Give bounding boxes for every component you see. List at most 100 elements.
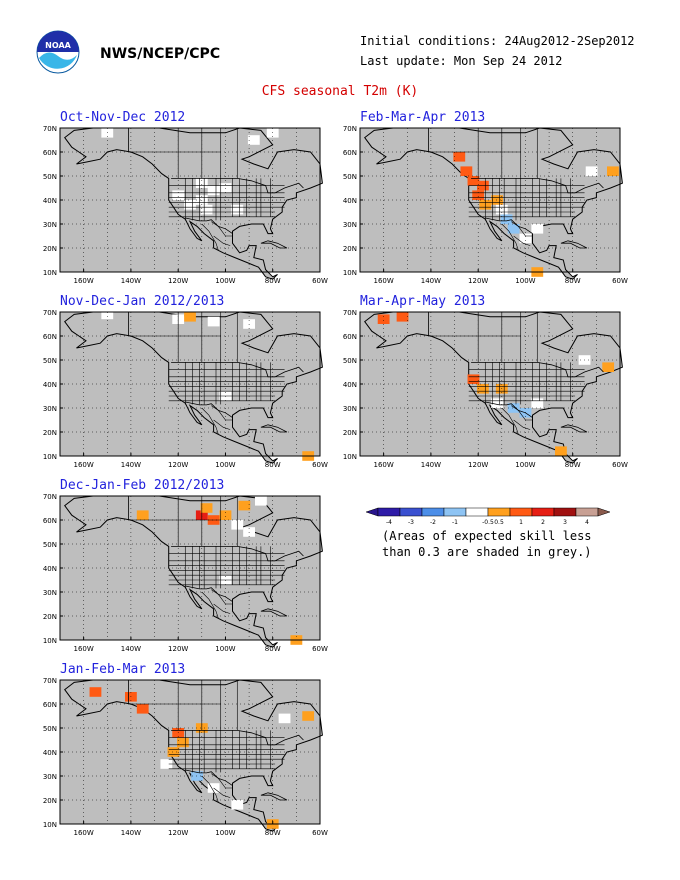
anomaly-cell [278, 713, 291, 724]
lat-label: 70N [43, 494, 57, 501]
lon-label: 100W [215, 829, 235, 837]
lat-label: 60N [43, 517, 57, 525]
lon-label: 100W [215, 461, 235, 469]
island-outline [260, 608, 288, 617]
legend-swatch [509, 507, 533, 517]
legend-swatch [575, 507, 599, 517]
lon-label: 80W [265, 277, 281, 285]
lat-label: 20N [43, 245, 57, 253]
lon-label: 120W [468, 277, 488, 285]
legend-tick: 3 [563, 519, 567, 526]
legend-tick: -4 [386, 519, 392, 526]
lat-label: 20N [43, 613, 57, 621]
lat-label: 50N [343, 357, 357, 365]
lat-label: 50N [43, 541, 57, 549]
forecast-map: 70N 60N 50N 40N 30N 20N 10N 160W 140W 120W 100W 80W… [343, 126, 628, 285]
lat-label: 40N [43, 565, 57, 573]
lat-label: 20N [343, 245, 357, 253]
lat-label: 10N [343, 269, 357, 277]
legend-tick: 2 [541, 519, 545, 526]
lat-label: 50N [43, 725, 57, 733]
anomaly-cell [207, 185, 220, 196]
anomaly-cell [219, 510, 232, 520]
skill-note: (Areas of expected skill less [382, 529, 592, 543]
lon-label: 60W [612, 461, 628, 469]
borders [128, 496, 304, 619]
legend-swatch [487, 507, 511, 517]
lon-label: 100W [515, 461, 535, 469]
anomaly-cell [184, 312, 196, 322]
legend-swatch [531, 507, 555, 517]
initial-conditions: Initial conditions: 24Aug2012-2Sep2012 [360, 34, 635, 48]
anomaly-cell [191, 771, 203, 781]
lon-label: 140W [121, 461, 141, 469]
legend-tick: -0.5 [482, 519, 494, 526]
anomaly-cell [160, 759, 173, 769]
anomaly-cell [238, 500, 251, 511]
lat-label: 70N [43, 310, 57, 317]
anomaly-cell [255, 496, 267, 506]
anomaly-cell [231, 204, 244, 215]
lat-label: 30N [343, 405, 357, 413]
borders [128, 312, 304, 435]
island-outline [260, 792, 288, 801]
lon-label: 80W [565, 277, 581, 285]
panel-title: Dec-Jan-Feb 2012/2013 [60, 478, 225, 493]
legend-swatch [399, 507, 423, 517]
legend-swatch [421, 507, 445, 517]
anomaly-cell [184, 200, 196, 210]
panel-title: Oct-Nov-Dec 2012 [60, 110, 186, 125]
anomaly-cell [585, 166, 598, 176]
legend-cap-low [365, 507, 379, 517]
lon-label: 140W [421, 461, 441, 469]
lat-label: 50N [43, 357, 57, 365]
lon-label: 100W [515, 277, 535, 285]
anomaly-cell [200, 204, 213, 215]
anomaly-cell [602, 362, 615, 372]
legend-tick: 4 [585, 519, 589, 526]
lon-label: 80W [565, 461, 581, 469]
org-name: NWS/NCEP/CPC [100, 46, 221, 62]
anomaly-cell [467, 374, 480, 384]
forecast-map: 70N 60N 50N 40N 30N 20N 10N 160W 140W 120W 100W 80W… [43, 126, 328, 285]
panel-title: Feb-Mar-Apr 2013 [360, 110, 486, 125]
anomaly-cell [467, 176, 480, 186]
last-update: Last update: Mon Sep 24 2012 [360, 54, 563, 68]
anomaly-cell [195, 178, 208, 188]
lon-label: 120W [168, 277, 188, 285]
anomaly-cell [302, 711, 315, 721]
graticule [60, 312, 320, 456]
anomaly-cell [89, 687, 102, 697]
anomaly-cell [491, 398, 503, 408]
anomaly-cell [453, 152, 466, 162]
legend-tick: 1 [519, 519, 523, 526]
lat-label: 30N [43, 405, 57, 413]
lat-label: 40N [43, 381, 57, 389]
lat-label: 60N [343, 333, 357, 341]
lat-label: 60N [43, 701, 57, 709]
lon-label: 160W [73, 461, 93, 469]
lat-label: 30N [343, 221, 357, 229]
lon-label: 160W [373, 277, 393, 285]
lat-label: 60N [43, 333, 57, 341]
lon-label: 140W [421, 277, 441, 285]
lat-label: 50N [43, 173, 57, 181]
lon-label: 140W [121, 645, 141, 653]
anomaly-cell [531, 398, 544, 408]
lon-label: 80W [265, 461, 281, 469]
skill-note: than 0.3 are shaded in grey.) [382, 545, 592, 559]
graticule [360, 128, 620, 272]
lat-label: 70N [343, 310, 357, 317]
legend-swatch [553, 507, 577, 517]
borders [428, 128, 604, 251]
lat-label: 60N [343, 149, 357, 157]
anomaly-cell [495, 204, 508, 215]
lon-label: 100W [215, 645, 235, 653]
anomaly-cell [167, 747, 180, 757]
lat-label: 40N [43, 749, 57, 757]
lon-label: 160W [373, 461, 393, 469]
anomaly-cell [172, 190, 185, 200]
lon-label: 80W [265, 829, 281, 837]
lon-label: 120W [168, 645, 188, 653]
lat-label: 30N [43, 773, 57, 781]
